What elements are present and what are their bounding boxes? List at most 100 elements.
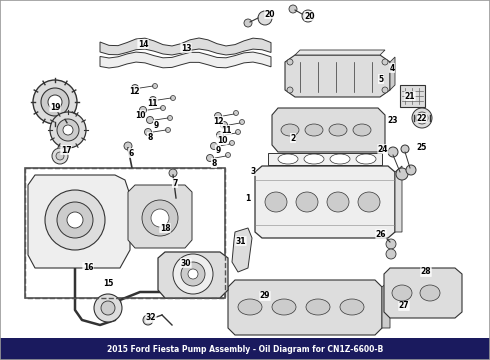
Circle shape <box>149 96 156 104</box>
Ellipse shape <box>358 192 380 212</box>
Circle shape <box>188 269 198 279</box>
Text: 22: 22 <box>417 113 427 122</box>
Text: 4: 4 <box>390 63 394 72</box>
Text: 15: 15 <box>103 279 113 288</box>
Ellipse shape <box>272 299 296 315</box>
Text: 17: 17 <box>61 145 72 154</box>
Ellipse shape <box>392 285 412 301</box>
Ellipse shape <box>356 154 376 164</box>
Circle shape <box>94 294 122 322</box>
Text: 8: 8 <box>147 132 153 141</box>
Text: 11: 11 <box>221 126 231 135</box>
Text: 21: 21 <box>405 91 415 100</box>
Text: 27: 27 <box>399 302 409 310</box>
Text: 8: 8 <box>211 158 217 167</box>
Text: 25: 25 <box>417 143 427 152</box>
Circle shape <box>302 10 314 22</box>
Circle shape <box>41 88 69 116</box>
Circle shape <box>217 131 223 139</box>
Text: 28: 28 <box>421 267 431 276</box>
Polygon shape <box>390 57 395 90</box>
Circle shape <box>50 112 86 148</box>
Text: 3: 3 <box>250 166 256 176</box>
Circle shape <box>412 108 432 128</box>
Text: 2: 2 <box>291 134 295 143</box>
Text: 16: 16 <box>83 262 93 271</box>
Circle shape <box>287 59 293 65</box>
Ellipse shape <box>304 154 324 164</box>
Circle shape <box>56 152 64 160</box>
Text: 29: 29 <box>260 292 270 301</box>
Circle shape <box>287 87 293 93</box>
Polygon shape <box>285 55 390 97</box>
Circle shape <box>45 190 105 250</box>
Circle shape <box>206 154 214 162</box>
Circle shape <box>396 168 408 180</box>
Text: 10: 10 <box>217 135 227 144</box>
Ellipse shape <box>278 154 298 164</box>
Circle shape <box>168 116 172 121</box>
Ellipse shape <box>281 124 299 136</box>
Circle shape <box>386 239 396 249</box>
Ellipse shape <box>327 192 349 212</box>
Text: 9: 9 <box>153 121 159 130</box>
Circle shape <box>145 129 151 135</box>
Text: 20: 20 <box>305 12 315 21</box>
Circle shape <box>57 119 79 141</box>
Circle shape <box>211 143 218 149</box>
Circle shape <box>57 202 93 238</box>
Circle shape <box>229 140 235 145</box>
Text: 1: 1 <box>245 194 250 202</box>
Circle shape <box>181 262 205 286</box>
Ellipse shape <box>265 192 287 212</box>
Polygon shape <box>384 268 462 318</box>
Text: 12: 12 <box>213 117 223 126</box>
Circle shape <box>33 80 77 124</box>
Circle shape <box>382 87 388 93</box>
Bar <box>0 338 490 360</box>
Circle shape <box>382 59 388 65</box>
Text: 26: 26 <box>376 230 386 239</box>
Polygon shape <box>268 153 382 165</box>
Circle shape <box>236 130 241 135</box>
Circle shape <box>143 315 153 325</box>
Text: 14: 14 <box>138 40 148 49</box>
Text: 32: 32 <box>146 314 156 323</box>
Circle shape <box>244 19 252 27</box>
Ellipse shape <box>305 124 323 136</box>
Polygon shape <box>255 166 395 238</box>
Polygon shape <box>382 280 390 328</box>
Polygon shape <box>100 38 271 55</box>
Text: 9: 9 <box>216 145 220 154</box>
Text: 7: 7 <box>172 179 178 188</box>
Circle shape <box>416 112 428 124</box>
Circle shape <box>124 142 132 150</box>
Text: 18: 18 <box>160 224 171 233</box>
Polygon shape <box>395 166 402 232</box>
Ellipse shape <box>340 299 364 315</box>
Circle shape <box>48 95 62 109</box>
Text: 11: 11 <box>147 99 157 108</box>
Circle shape <box>173 254 213 294</box>
Circle shape <box>140 107 147 113</box>
Bar <box>25 168 225 298</box>
Circle shape <box>220 122 227 129</box>
Circle shape <box>147 117 153 123</box>
Polygon shape <box>100 52 271 68</box>
Polygon shape <box>158 252 228 298</box>
Circle shape <box>225 153 230 158</box>
Circle shape <box>401 145 409 153</box>
Text: 24: 24 <box>378 144 388 153</box>
Text: 6: 6 <box>128 149 134 158</box>
Ellipse shape <box>238 299 262 315</box>
Bar <box>400 85 425 107</box>
Text: 5: 5 <box>378 75 384 84</box>
Text: 19: 19 <box>50 103 60 112</box>
Text: 31: 31 <box>236 237 246 246</box>
Circle shape <box>67 212 83 228</box>
Text: 30: 30 <box>181 258 191 267</box>
Circle shape <box>215 112 221 120</box>
Bar <box>25 168 225 298</box>
Circle shape <box>289 5 297 13</box>
Circle shape <box>240 120 245 125</box>
